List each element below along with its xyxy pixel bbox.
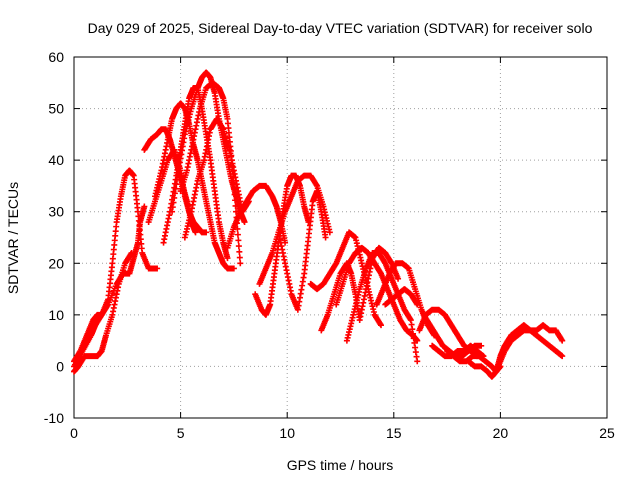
series-pass-i xyxy=(177,79,244,267)
grid-lines xyxy=(74,57,607,418)
point-markers xyxy=(275,188,329,313)
x-tick-label: 15 xyxy=(386,425,402,441)
point-markers xyxy=(382,286,421,308)
point-markers xyxy=(177,79,244,267)
y-tick-label: 40 xyxy=(48,152,64,168)
chart-title: Day 029 of 2025, Sidereal Day-to-day VTE… xyxy=(88,20,593,36)
point-markers xyxy=(71,249,135,375)
y-tick-label: 60 xyxy=(48,49,64,65)
series-pass-c xyxy=(71,249,135,375)
y-tick-label: 30 xyxy=(48,204,64,220)
y-tick-label: 10 xyxy=(48,307,64,323)
x-tick-label: 25 xyxy=(599,425,615,441)
series-pass-n xyxy=(275,188,329,313)
x-axis-label: GPS time / hours xyxy=(287,457,394,473)
data-points xyxy=(71,69,566,380)
y-tick-label: 0 xyxy=(56,358,64,374)
x-tick-label: 10 xyxy=(279,425,295,441)
point-markers xyxy=(343,249,421,365)
series-pass-r xyxy=(343,249,421,365)
x-tick-label: 5 xyxy=(177,425,185,441)
y-tick-label: 50 xyxy=(48,101,64,117)
y-axis-label: SDTVAR / TECUs xyxy=(5,182,21,294)
x-tick-label: 20 xyxy=(493,425,509,441)
plot-area-frame xyxy=(73,56,608,419)
x-tick-label: 0 xyxy=(70,425,78,441)
point-markers xyxy=(495,322,566,370)
series-pass-t xyxy=(382,286,421,308)
y-tick-label: -10 xyxy=(44,410,64,426)
series-pass-z xyxy=(495,322,566,370)
axis-ticks: 0 5 10 15 20 25 -10 0 10 20 30 40 50 60 xyxy=(44,49,615,441)
y-tick-label: 20 xyxy=(48,255,64,271)
